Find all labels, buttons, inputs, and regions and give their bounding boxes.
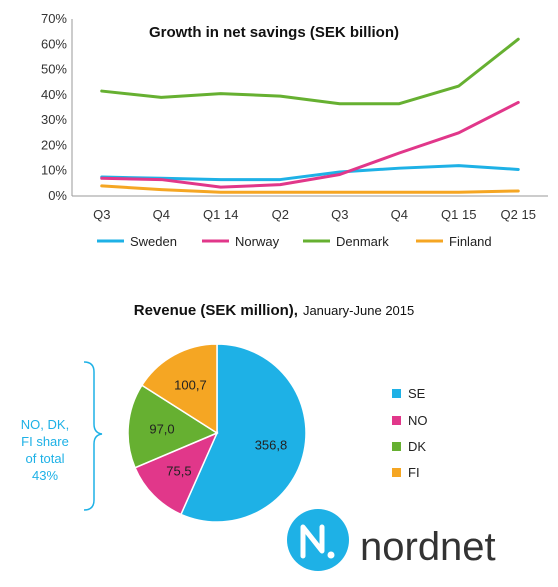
- share-bracket: [83, 361, 103, 511]
- y-tick-label: 10%: [41, 163, 67, 178]
- legend-label-sweden: Sweden: [130, 234, 177, 249]
- legend-label-fi: FI: [408, 465, 420, 480]
- legend-label-se: SE: [408, 386, 426, 401]
- pie-slice-se: [179, 343, 307, 523]
- share-annotation-line-2: FI share: [21, 434, 69, 449]
- y-tick-label: 20%: [41, 137, 67, 152]
- pie-chart-subtitle: January-June 2015: [303, 303, 414, 318]
- legend-item-fi: FI: [392, 465, 420, 480]
- y-tick-label: 60%: [41, 36, 67, 51]
- line-chart: Growth in net savings (SEK billion) 0% 10…: [41, 11, 548, 249]
- logo-wordmark: nordnet: [360, 525, 496, 569]
- x-tick-label: Q2: [272, 207, 289, 222]
- series-lines: [100, 37, 520, 194]
- y-tick-label: 70%: [41, 11, 67, 26]
- pie-slice-no: [134, 431, 219, 516]
- x-tick-label: Q4: [153, 207, 170, 222]
- y-tick-label: 50%: [41, 62, 67, 77]
- legend-item-se: SE: [392, 386, 426, 401]
- x-tick-labels: Q3 Q4 Q1 14 Q2 Q3 Q4 Q1 15 Q2 15: [93, 207, 536, 222]
- y-tick-labels: 0% 10% 20% 30% 40% 50% 60% 70%: [41, 11, 67, 203]
- series-line-norway: [100, 100, 520, 189]
- x-tick-label: Q2 15: [501, 207, 536, 222]
- legend-item-sweden: Sweden: [97, 234, 177, 249]
- legend-label-dk: DK: [408, 439, 426, 454]
- x-tick-label: Q3: [331, 207, 348, 222]
- y-tick-label: 30%: [41, 112, 67, 127]
- legend-item-norway: Norway: [202, 234, 280, 249]
- pie-legend: SE NO DK FI: [392, 386, 428, 480]
- x-tick-label: Q1 15: [441, 207, 476, 222]
- legend-swatch-fi: [392, 468, 401, 477]
- logo-mark: [287, 509, 349, 571]
- share-annotation-line-4: 43%: [32, 468, 58, 483]
- pie-slices: [127, 343, 307, 523]
- pie-label-se: 356,8: [255, 437, 288, 452]
- legend-item-no: NO: [392, 413, 428, 428]
- series-line-sweden: [100, 164, 520, 182]
- share-annotation-line-3: of total: [25, 451, 64, 466]
- pie-label-fi: 100,7: [174, 378, 207, 393]
- legend-item-denmark: Denmark: [303, 234, 389, 249]
- logo-mark-dot: [327, 551, 335, 559]
- series-line-finland: [100, 184, 520, 194]
- pie-chart-title: Revenue (SEK million),: [134, 302, 298, 319]
- line-legend: Sweden Norway Denmark Finland: [97, 234, 492, 249]
- nordnet-logo: nordnet: [287, 509, 496, 571]
- share-annotation: NO, DK, FI share of total 43%: [21, 417, 69, 483]
- y-tick-label: 40%: [41, 87, 67, 102]
- logo-mark-glyph: [300, 524, 325, 559]
- legend-item-finland: Finland: [416, 234, 492, 249]
- y-tick-label: 0%: [48, 188, 67, 203]
- legend-swatch-se: [392, 389, 401, 398]
- legend-label-norway: Norway: [235, 234, 280, 249]
- pie-label-dk: 97,0: [149, 421, 174, 436]
- pie-chart-heading: Revenue (SEK million), January-June 2015: [134, 302, 415, 319]
- legend-label-no: NO: [408, 413, 428, 428]
- x-tick-label: Q1 14: [203, 207, 238, 222]
- x-tick-label: Q4: [391, 207, 408, 222]
- line-chart-title: Growth in net savings (SEK billion): [149, 24, 399, 41]
- x-tick-label: Q3: [93, 207, 110, 222]
- pie-label-no: 75,5: [166, 463, 191, 478]
- share-annotation-line-1: NO, DK,: [21, 417, 69, 432]
- legend-item-dk: DK: [392, 439, 426, 454]
- pie-chart: Revenue (SEK million), January-June 2015 …: [21, 302, 428, 523]
- legend-swatch-no: [392, 416, 401, 425]
- legend-label-denmark: Denmark: [336, 234, 389, 249]
- series-line-denmark: [100, 37, 520, 106]
- legend-label-finland: Finland: [449, 234, 492, 249]
- legend-swatch-dk: [392, 442, 401, 451]
- pie-labels: 356,8 75,5 97,0 100,7: [149, 378, 287, 479]
- pie-slice-fi: [140, 343, 218, 435]
- pie-slice-dk: [127, 384, 219, 469]
